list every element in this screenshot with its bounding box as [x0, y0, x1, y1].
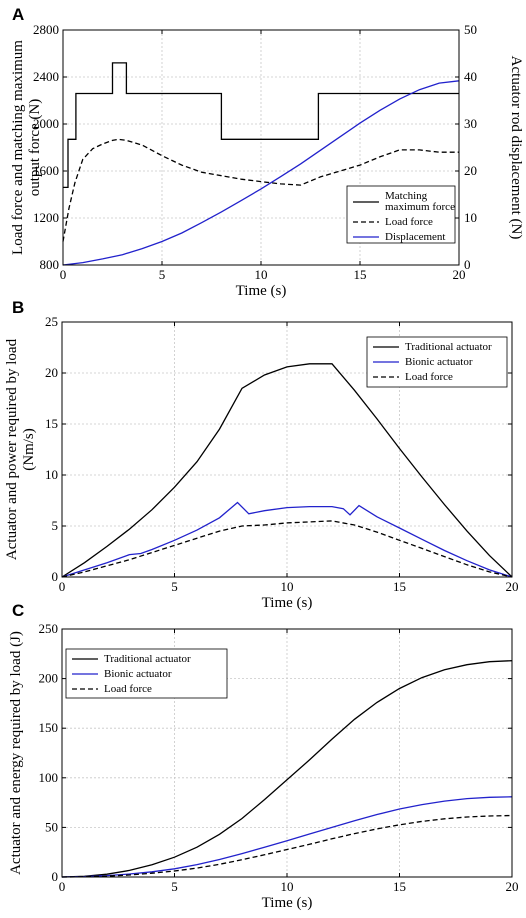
- legend: Traditional actuator Bionic actuator Load …: [65, 648, 228, 699]
- y-tick-label: 25: [45, 314, 58, 329]
- x-tick-label: 0: [59, 579, 66, 594]
- x-tick-label: 20: [506, 579, 519, 594]
- chart-panel-a: A 0 5 10 15 20 800 1200 1600 2000 2400 2800 0 10 20 30 4…: [10, 5, 524, 299]
- y-tick-label: 10: [45, 467, 58, 482]
- x-tick-label: 15: [393, 879, 406, 894]
- y-tick-label: 0: [52, 569, 59, 584]
- legend-label: Bionic actuator: [405, 356, 473, 368]
- y-tick-label: 50: [45, 819, 58, 834]
- x-tick-label: 20: [453, 267, 466, 282]
- legend-label: maximum force: [385, 201, 455, 213]
- x-tick-label: 0: [59, 879, 66, 894]
- y-axis-label-line: (Nm/s): [21, 428, 37, 471]
- panel-letter: A: [12, 5, 24, 24]
- legend-label: Traditional actuator: [104, 653, 191, 665]
- y-tick-label: 1600: [33, 163, 59, 178]
- chart-panel-b: B 0 5 10 15 20 0 5 10 15 20 25 Time (s) Actuator and …: [4, 298, 519, 611]
- x-tick-label: 10: [281, 579, 294, 594]
- y-axis-label-line: Load force and matching maximum: [10, 40, 26, 255]
- series-line-traditional-actuator: [61, 660, 513, 878]
- legend-label: Bionic actuator: [104, 668, 172, 680]
- series-line-load-force: [61, 520, 513, 578]
- y-axis-label: Actuator and energy required by load (J): [8, 631, 24, 875]
- series-line-load-force: [61, 814, 513, 878]
- legend-label: Load force: [385, 216, 433, 228]
- x-axis-label: Time (s): [262, 595, 313, 611]
- y2-tick-label: 50: [464, 22, 477, 37]
- panel-letter: B: [12, 298, 24, 317]
- y-tick-label: 800: [40, 257, 60, 272]
- y-tick-label: 100: [39, 770, 59, 785]
- series-line-traditional-actuator: [61, 363, 513, 578]
- series-line-bionic-actuator: [61, 796, 513, 878]
- legend-label: Load force: [405, 371, 453, 383]
- legend-label: Displacement: [385, 231, 445, 243]
- x-tick-label: 10: [281, 879, 294, 894]
- x-tick-label: 0: [60, 267, 67, 282]
- y-tick-label: 200: [39, 671, 59, 686]
- y-tick-label: 150: [39, 720, 59, 735]
- x-tick-label: 5: [171, 879, 178, 894]
- y-axis-label: Load force and matching maximumoutput fo…: [10, 40, 43, 255]
- legend-label: Load force: [104, 683, 152, 695]
- series-line-displacement: [62, 80, 460, 266]
- x-axis-label: Time (s): [262, 895, 313, 911]
- y-axis-label-line: output force (N): [27, 99, 43, 196]
- y-axis-label-line: Actuator and power required by load: [4, 338, 20, 560]
- x-axis-label: Time (s): [236, 283, 287, 299]
- y2-tick-label: 20: [464, 163, 477, 178]
- legend-label: Matching: [385, 190, 428, 202]
- y-tick-label: 2800: [33, 22, 59, 37]
- series-line-bionic-actuator: [61, 501, 513, 578]
- y-tick-label: 2000: [33, 116, 59, 131]
- legend-label: Traditional actuator: [405, 341, 492, 353]
- legend: Traditional actuator Bionic actuator Load …: [366, 336, 508, 388]
- y-tick-label: 15: [45, 416, 58, 431]
- y-tick-label: 1200: [33, 210, 59, 225]
- y2-tick-label: 10: [464, 210, 477, 225]
- y2-tick-label: 40: [464, 69, 477, 84]
- x-tick-label: 15: [393, 579, 406, 594]
- x-tick-label: 5: [171, 579, 178, 594]
- y-axis-label: Actuator and power required by load(Nm/s…: [4, 338, 37, 560]
- series-line-load-force: [62, 138, 459, 242]
- y2-tick-label: 30: [464, 116, 477, 131]
- y2-tick-label: 0: [464, 257, 471, 272]
- y-tick-label: 0: [52, 869, 59, 884]
- y-tick-label: 2400: [33, 69, 59, 84]
- x-tick-label: 15: [354, 267, 367, 282]
- y-tick-label: 20: [45, 365, 58, 380]
- legend-box: [346, 185, 456, 244]
- x-tick-label: 20: [506, 879, 519, 894]
- series-line-matching-maximum-force: [63, 62, 459, 189]
- y-tick-label: 5: [52, 518, 59, 533]
- x-tick-label: 10: [255, 267, 268, 282]
- x-tick-label: 5: [159, 267, 166, 282]
- y-tick-label: 250: [39, 621, 59, 636]
- y-axis-label-line: Actuator and energy required by load (J): [8, 631, 24, 875]
- y2-axis-label: Actuator rod displacement (N): [508, 56, 524, 240]
- panel-letter: C: [12, 601, 24, 620]
